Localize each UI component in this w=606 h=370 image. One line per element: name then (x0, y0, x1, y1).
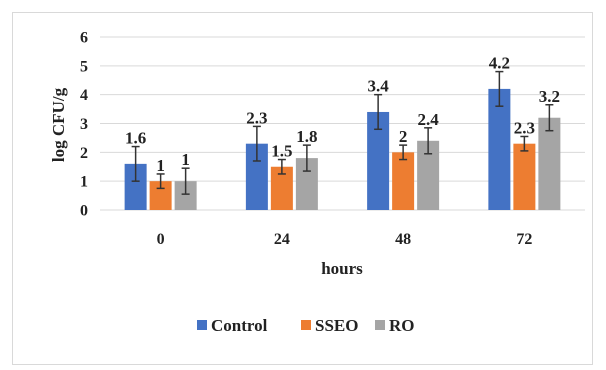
bar-control-72 (488, 88, 511, 210)
data-label-ro-48: 2.4 (418, 110, 440, 129)
legend-label-ro: RO (389, 316, 415, 335)
y-tick-label: 3 (80, 116, 88, 133)
y-axis-ticks: 0 1 2 3 4 5 6 (80, 30, 88, 220)
legend-swatch-sseo (301, 320, 311, 330)
bar-sseo-72 (513, 143, 536, 210)
y-tick-label: 1 (80, 174, 88, 191)
bar-ro-0 (174, 181, 197, 210)
x-tick-label: 48 (395, 231, 411, 248)
x-axis-title: hours (321, 259, 363, 278)
error-bars (131, 70, 554, 195)
legend-label-sseo: SSEO (315, 316, 358, 335)
data-label-control-72: 4.2 (489, 54, 510, 73)
data-label-sseo-72: 2.3 (514, 118, 535, 137)
legend-item-ro: RO (375, 316, 415, 335)
legend: Control SSEO RO (197, 316, 415, 335)
data-label-ro-72: 3.2 (539, 87, 560, 106)
y-axis-title: log CFU/g (49, 87, 68, 162)
y-tick-label: 4 (80, 87, 88, 104)
bar-sseo-48 (392, 152, 415, 210)
legend-item-control: Control (197, 316, 268, 335)
y-tick-label: 0 (80, 203, 88, 220)
y-tick-label: 6 (80, 30, 88, 47)
data-label-sseo-0: 1 (156, 156, 165, 175)
bar-control-24 (245, 143, 268, 210)
x-tick-label: 0 (157, 231, 165, 248)
bar-ro-72 (538, 117, 561, 210)
legend-label-control: Control (211, 316, 268, 335)
data-label-control-0: 1.6 (125, 129, 146, 148)
bar-control-0 (124, 163, 147, 210)
bar-ro-24 (295, 158, 318, 210)
y-tick-label: 5 (80, 58, 88, 75)
legend-swatch-ro (375, 320, 385, 330)
bar-sseo-0 (149, 181, 172, 210)
bar-control-48 (367, 111, 390, 210)
x-tick-label: 72 (516, 231, 532, 248)
data-label-sseo-48: 2 (399, 127, 408, 146)
bar-sseo-24 (270, 166, 293, 210)
bar-ro-48 (417, 140, 440, 210)
data-label-ro-0: 1 (181, 150, 190, 169)
data-label-control-48: 3.4 (368, 77, 390, 96)
legend-item-sseo: SSEO (301, 316, 358, 335)
x-tick-label: 24 (274, 231, 290, 248)
x-axis-ticks: 0 24 48 72 (157, 231, 533, 248)
data-label-sseo-24: 1.5 (271, 142, 292, 161)
data-label-control-24: 2.3 (246, 108, 267, 127)
bars (124, 88, 561, 210)
data-labels: 1.61 12.31.51.83.422.44.22.33.2 (125, 54, 560, 175)
legend-swatch-control (197, 320, 207, 330)
y-tick-label: 2 (80, 145, 88, 162)
data-label-ro-24: 1.8 (296, 127, 317, 146)
